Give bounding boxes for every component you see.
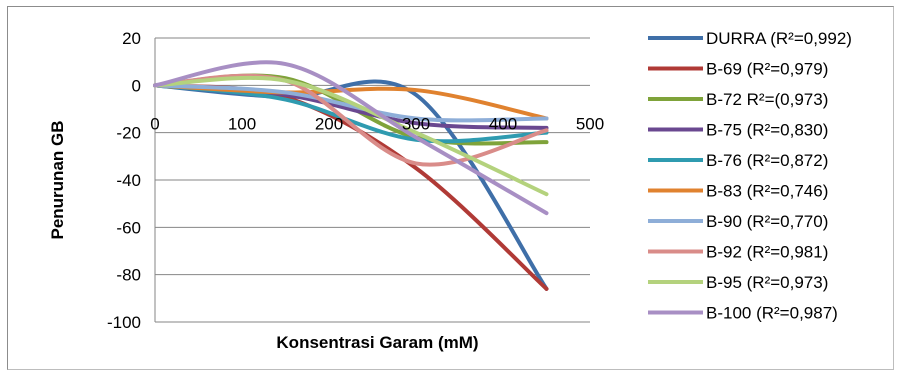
x-tick-label: 200 xyxy=(315,114,343,133)
legend-label: DURRA (R²=0,992) xyxy=(706,29,852,48)
series-line-b-90 xyxy=(153,83,549,123)
legend-label: B-69 (R²=0,979) xyxy=(706,60,828,79)
x-tick-label: 400 xyxy=(489,114,517,133)
gridlines xyxy=(154,37,590,323)
y-tick-label: -80 xyxy=(116,266,141,285)
legend-label: B-83 (R²=0,746) xyxy=(706,182,828,201)
legend-label: B-75 (R²=0,830) xyxy=(706,121,828,140)
legend: DURRA (R²=0,992) B-69 (R²=0,979) B-72 R²=(… xyxy=(648,29,852,323)
series-line-durra xyxy=(153,79,549,291)
y-tick-label: -40 xyxy=(116,171,141,190)
series-lines xyxy=(153,60,549,291)
y-tick-label: 20 xyxy=(122,29,141,48)
legend-label: B-90 (R²=0,770) xyxy=(706,212,828,231)
legend-label: B-100 (R²=0,987) xyxy=(706,304,838,323)
x-tick-label: 100 xyxy=(228,114,256,133)
series-line-b-100 xyxy=(153,60,549,216)
x-tick-label: 300 xyxy=(402,114,430,133)
x-tick-label: 500 xyxy=(576,114,604,133)
y-tick-label: 0 xyxy=(132,76,141,95)
legend-label: B-95 (R²=0,973) xyxy=(706,273,828,292)
legend-label: B-92 (R²=0,981) xyxy=(706,243,828,262)
legend-label: B-72 R²=(0,973) xyxy=(706,90,828,109)
x-axis-title: Konsentrasi Garam (mM) xyxy=(276,333,478,352)
legend-label: B-76 (R²=0,872) xyxy=(706,151,828,170)
series-line-b-95 xyxy=(153,75,549,197)
y-axis-title: Penurunan GB xyxy=(48,120,67,239)
x-tick-label: 0 xyxy=(150,114,159,133)
chart-frame: 20 0 -20 -40 -60 -80 -100 0 100 200 300 400 500 Penu… xyxy=(7,6,894,370)
y-tick-label: -20 xyxy=(116,124,141,143)
y-tick-label: -100 xyxy=(107,313,141,332)
y-tick-label: -60 xyxy=(116,218,141,237)
